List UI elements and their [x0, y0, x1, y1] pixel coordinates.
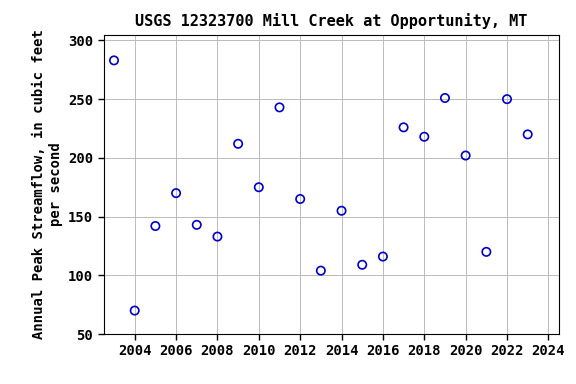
Point — [295, 196, 305, 202]
Point — [337, 208, 346, 214]
Point — [420, 134, 429, 140]
Point — [233, 141, 242, 147]
Point — [523, 131, 532, 137]
Point — [172, 190, 181, 196]
Point — [151, 223, 160, 229]
Point — [399, 124, 408, 131]
Point — [378, 253, 388, 260]
Point — [275, 104, 284, 111]
Point — [254, 184, 263, 190]
Point — [482, 249, 491, 255]
Y-axis label: Annual Peak Streamflow, in cubic feet
per second: Annual Peak Streamflow, in cubic feet pe… — [32, 30, 63, 339]
Title: USGS 12323700 Mill Creek at Opportunity, MT: USGS 12323700 Mill Creek at Opportunity,… — [135, 13, 528, 29]
Point — [316, 268, 325, 274]
Point — [109, 57, 119, 63]
Point — [130, 308, 139, 314]
Point — [461, 152, 470, 159]
Point — [440, 95, 449, 101]
Point — [502, 96, 511, 102]
Point — [213, 233, 222, 240]
Point — [192, 222, 202, 228]
Point — [358, 262, 367, 268]
